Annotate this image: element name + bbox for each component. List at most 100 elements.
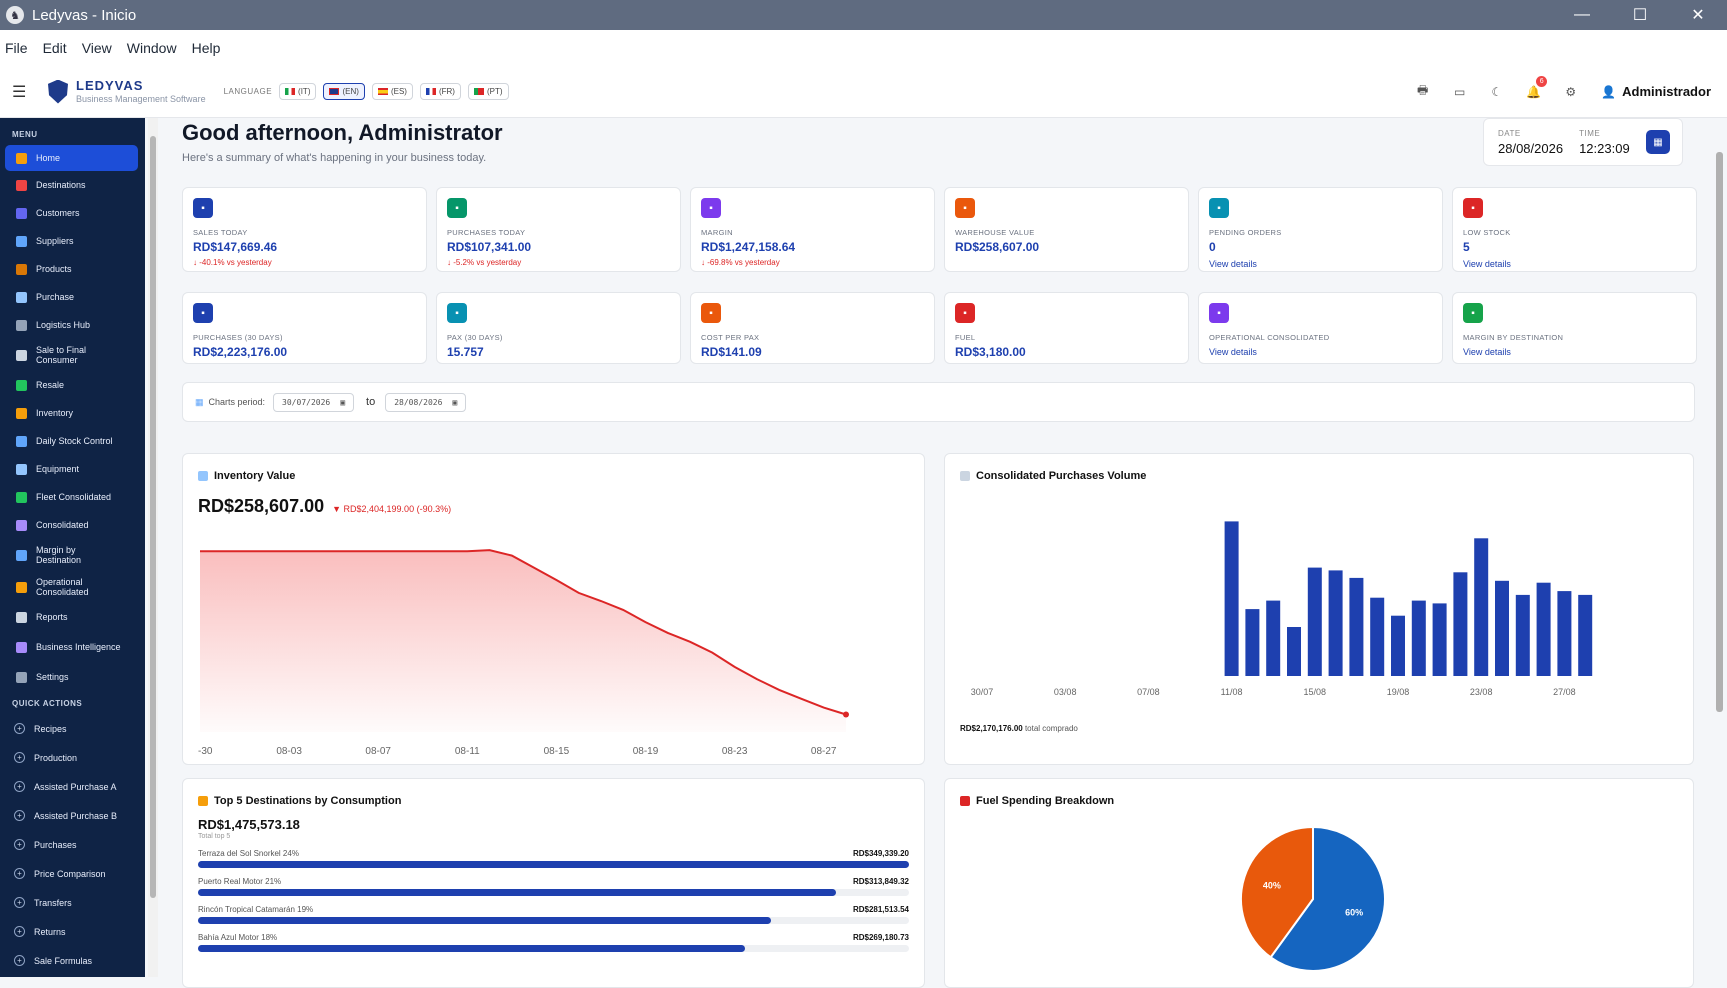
destination-value: RD$313,849.32: [852, 877, 909, 886]
main-scroll-thumb[interactable]: [1716, 152, 1723, 712]
language-en-button[interactable]: (EN): [323, 83, 365, 100]
menu-view[interactable]: View: [81, 40, 112, 56]
language-it-button[interactable]: (IT): [279, 83, 317, 100]
destination-bar-fill: [198, 945, 746, 952]
sidebar-item-margin-by-destination[interactable]: Margin by Destination: [0, 539, 145, 571]
purchases-bar-chart: 30/07 03/08 07/08 11/08 15/08 19/08 23/08 27/08: [971, 521, 1593, 697]
quick-action-transfers[interactable]: + Transfers: [0, 888, 145, 917]
kpi-label: FUEL: [955, 333, 976, 342]
sidebar-item-customers[interactable]: Customers: [0, 199, 145, 227]
calendar-button[interactable]: ▦: [1646, 130, 1670, 154]
cash-register-icon[interactable]: ▭: [1454, 84, 1466, 99]
sidebar-item-settings[interactable]: Settings: [0, 663, 145, 691]
printer-icon[interactable]: 🖶: [1417, 83, 1429, 97]
sidebar-item-icon: [16, 319, 27, 331]
bell-icon[interactable]: 🔔 6: [1515, 75, 1552, 99]
sidebar-item-icon: [16, 435, 27, 447]
destination-bar-track: [198, 889, 909, 896]
gear-icon[interactable]: ⚙: [1565, 84, 1577, 99]
calendar-picker-icon: ▣: [452, 397, 458, 407]
sidebar-item-suppliers[interactable]: Suppliers: [0, 227, 145, 255]
kpi-card-margin: ▪ MARGIN RD$1,247,158.64 ↓ -69.8% vs yester…: [690, 187, 935, 272]
sidebar-item-consolidated[interactable]: Consolidated: [0, 511, 145, 539]
quick-action-assisted-purchase-a[interactable]: + Assisted Purchase A: [0, 772, 145, 801]
sidebar-item-icon: [16, 519, 27, 531]
main-scrollbar[interactable]: [1712, 118, 1727, 977]
view-details-link[interactable]: View details: [1209, 347, 1257, 357]
sidebar-item-purchase[interactable]: Purchase: [0, 283, 145, 311]
sidebar-item-logistics-hub[interactable]: Logistics Hub: [0, 311, 145, 339]
quick-action-assisted-purchase-b[interactable]: + Assisted Purchase B: [0, 801, 145, 830]
kpi-card-purchases-today: ▪ PURCHASES TODAY RD$107,341.00 ↓ -5.2% vs …: [436, 187, 681, 272]
sidebar-item-business-intelligence[interactable]: Business Intelligence: [0, 631, 145, 663]
view-details-link[interactable]: View details: [1463, 347, 1511, 357]
language-pt-button[interactable]: (PT): [467, 83, 509, 100]
period-from-input[interactable]: 30/07/2026 ▣: [273, 392, 355, 412]
quick-action-returns[interactable]: + Returns: [0, 917, 145, 946]
destination-row: Rincón Tropical Catamarán 19% RD$281,513.…: [198, 905, 909, 924]
kpi-icon: ▪: [1463, 303, 1483, 323]
sidebar-item-icon: [16, 263, 27, 275]
menu-help[interactable]: Help: [191, 40, 221, 56]
sidebar-item-resale[interactable]: Resale: [0, 371, 145, 399]
kpi-label: PURCHASES TODAY: [447, 228, 526, 237]
menu-edit[interactable]: Edit: [42, 40, 67, 56]
period-to-input[interactable]: 28/08/2026 ▣: [385, 392, 467, 412]
sidebar-item-icon: [16, 152, 27, 164]
sidebar-item-daily-stock-control[interactable]: Daily Stock Control: [0, 427, 145, 455]
destination-name: Puerto Real Motor 21%: [198, 877, 282, 886]
quick-action-label: Assisted Purchase B: [34, 810, 118, 821]
menubar: File Edit View Window Help: [0, 30, 1727, 66]
moon-icon[interactable]: ☾: [1491, 84, 1503, 99]
x-tick-label: 30/07: [971, 687, 994, 697]
kpi-label: OPERATIONAL CONSOLIDATED: [1209, 333, 1330, 342]
language-label: LANGUAGE: [223, 87, 273, 96]
kpi-icon: ▪: [955, 303, 975, 323]
menu-window[interactable]: Window: [126, 40, 177, 56]
destinations-card-title: Top 5 Destinations by Consumption: [214, 795, 402, 807]
kpi-value: 0: [1209, 240, 1216, 254]
time-label: TIME: [1579, 128, 1601, 138]
view-details-link[interactable]: View details: [1463, 259, 1511, 269]
quick-action-price-comparison[interactable]: + Price Comparison: [0, 859, 145, 888]
inventory-value-card: Inventory Value RD$258,607.00 ▼ RD$2,404…: [182, 453, 925, 765]
kpi-delta: ↓ -5.2% vs yesterday: [447, 258, 522, 267]
close-button[interactable]: ✕: [1691, 7, 1705, 24]
view-details-link[interactable]: View details: [1209, 259, 1257, 269]
maximize-button[interactable]: ☐: [1632, 7, 1648, 24]
x-tick-label: 07/08: [1137, 687, 1160, 697]
x-tick-label: 08-15: [544, 746, 570, 757]
sidebar-item-operational-consolidated[interactable]: Operational Consolidated: [0, 571, 145, 603]
sidebar-item-inventory[interactable]: Inventory: [0, 399, 145, 427]
kpi-card-pending-orders: ▪ PENDING ORDERS 0 View details: [1198, 187, 1443, 272]
language-code: (ES): [390, 87, 407, 96]
sidebar-scroll-thumb[interactable]: [150, 136, 156, 898]
sidebar-item-sale-to-final-consumer[interactable]: Sale to Final Consumer: [0, 339, 145, 371]
quick-action-recipes[interactable]: + Recipes: [0, 714, 145, 743]
kpi-card-cost-per-pax: ▪ COST PER PAX RD$141.09: [690, 292, 935, 364]
kpi-value: 15.757: [447, 345, 484, 359]
user-menu[interactable]: 👤 Administrador: [1601, 84, 1711, 99]
language-es-button[interactable]: (ES): [371, 83, 413, 100]
quick-action-sale-formulas[interactable]: + Sale Formulas: [0, 946, 145, 975]
sidebar-scrollbar[interactable]: [148, 118, 158, 977]
greeting: Good afternoon, Administrator Here's a s…: [182, 120, 503, 164]
language-fr-button[interactable]: (FR): [419, 83, 461, 100]
bar: [1391, 615, 1405, 676]
sidebar-item-products[interactable]: Products: [0, 255, 145, 283]
menu-file[interactable]: File: [5, 40, 28, 56]
sidebar-item-reports[interactable]: Reports: [0, 603, 145, 631]
quick-action-production[interactable]: + Production: [0, 743, 145, 772]
sidebar-item-destinations[interactable]: Destinations: [0, 171, 145, 199]
quick-action-purchases[interactable]: + Purchases: [0, 830, 145, 859]
sidebar-item-fleet-consolidated[interactable]: Fleet Consolidated: [0, 483, 145, 511]
minimize-button[interactable]: —: [1574, 6, 1590, 23]
hamburger-menu-icon[interactable]: ☰: [12, 83, 27, 101]
sidebar-item-home[interactable]: Home: [5, 145, 138, 171]
destination-name: Bahía Azul Motor 18%: [198, 933, 278, 942]
sidebar-item-label: Settings: [36, 672, 69, 682]
kpi-icon: ▪: [955, 198, 975, 218]
sidebar-item-equipment[interactable]: Equipment: [0, 455, 145, 483]
time-value: 12:23:09: [1579, 140, 1630, 156]
sidebar-item-label: Reports: [36, 612, 68, 622]
